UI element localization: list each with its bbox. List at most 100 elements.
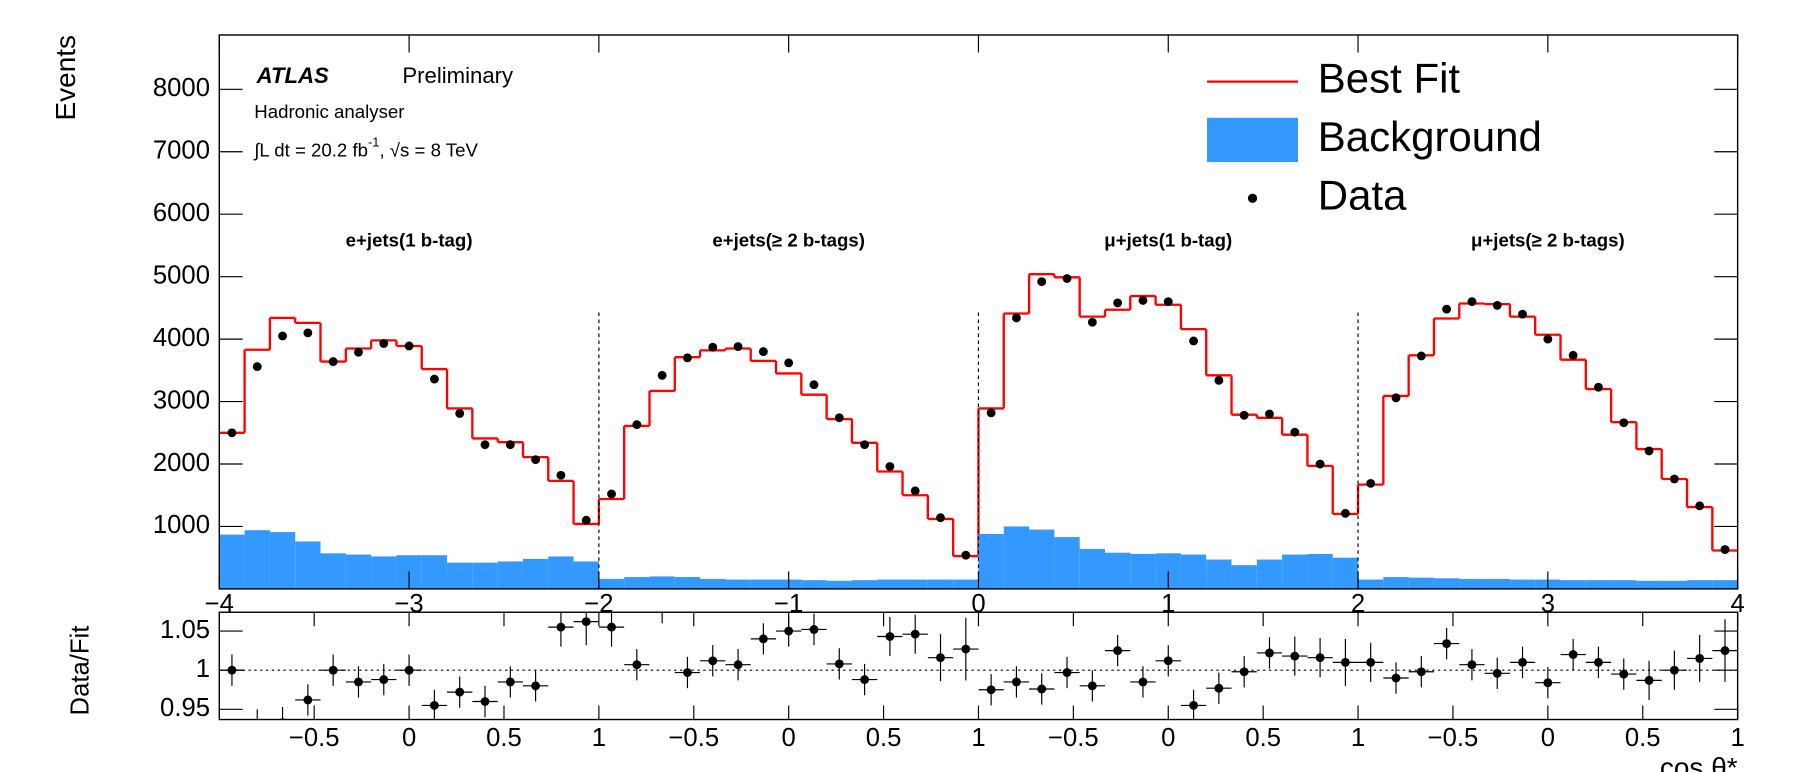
ratio-point: [581, 617, 591, 627]
ratio-point: [455, 687, 465, 697]
ratio-point: [784, 626, 794, 636]
data-point: [1644, 446, 1654, 456]
background-bar: [1636, 580, 1662, 589]
data-point: [1138, 295, 1148, 305]
data-point: [556, 470, 566, 480]
background-bar: [1180, 554, 1207, 589]
background-bar: [978, 533, 1004, 589]
ratio-point: [936, 653, 945, 663]
ratio-point: [1265, 648, 1274, 658]
background-bar: [421, 555, 448, 589]
data-point: [252, 362, 262, 372]
ratio-point: [1290, 651, 1300, 661]
channel-label: μ+jets(1 b-tag): [1104, 229, 1232, 250]
legend-label: Data: [1318, 171, 1407, 218]
data-point: [1467, 297, 1477, 307]
ratio-point: [1366, 657, 1376, 667]
ratio-y-axis-title: Data/Fit: [66, 626, 94, 716]
data-point: [961, 550, 971, 560]
y-tick-label: 5000: [153, 261, 210, 289]
ratio-point: [1594, 657, 1603, 667]
data-point: [227, 428, 237, 438]
ratio-point: [379, 675, 389, 685]
ratio-point: [429, 700, 439, 710]
background-bar: [1206, 559, 1232, 589]
ratio-x-tick-label: 1: [1731, 724, 1745, 752]
ratio-point: [1315, 653, 1325, 663]
ratio-point: [708, 656, 718, 666]
channel-label: e+jets(1 b-tag): [346, 229, 473, 250]
data-point: [1011, 313, 1021, 323]
data-point: [708, 342, 718, 352]
ratio-point: [1239, 667, 1249, 677]
background-bar: [1003, 526, 1030, 589]
ratio-panel: 0.95 1 1.05 −0.5 0 0.5 1 −0.5 0 0.5 1 −0.5 0 0.5 1 −0.5…: [160, 611, 1745, 752]
background-bar: [371, 556, 397, 589]
ratio-x-tick-label: −0.5: [668, 724, 719, 752]
ratio-x-tick-label: 1: [592, 724, 606, 752]
ratio-point: [986, 685, 996, 695]
data-point: [1239, 410, 1249, 420]
ratio-point: [1416, 667, 1426, 677]
background-bar: [1054, 537, 1080, 589]
ratio-x-tick-label: 0: [1161, 724, 1175, 752]
ratio-point: [1492, 668, 1502, 678]
background-bar: [1484, 578, 1510, 589]
data-point: [1669, 474, 1679, 484]
ratio-point: [480, 697, 490, 706]
background-bar: [1611, 580, 1637, 589]
data-point: [303, 328, 313, 338]
background-bar: [1105, 552, 1131, 589]
background-bar: [1560, 580, 1586, 589]
x-tick-label: 3: [1541, 590, 1555, 618]
data-point: [733, 342, 743, 352]
main-panel: e+jets(1 b-tag) e+jets(≥ 2 b-tags) μ+jets(…: [153, 34, 1745, 618]
data-point: [1492, 300, 1502, 310]
background-bar: [1231, 565, 1257, 589]
data-point: [1366, 478, 1376, 488]
background-bar: [269, 532, 296, 589]
data-point: [1695, 501, 1705, 511]
background-bar: [1029, 529, 1055, 589]
y-tick-label: 3000: [153, 386, 210, 414]
background-bar: [953, 579, 979, 589]
ratio-point: [531, 681, 541, 691]
data-point: [1518, 309, 1527, 319]
ratio-x-tick-label: −0.5: [289, 724, 340, 752]
channel-label: e+jets(≥ 2 b-tags): [712, 229, 865, 250]
y-axis-title: Events: [50, 35, 81, 121]
x-tick-label: 4: [1731, 590, 1745, 618]
y-tick-label: 8000: [153, 74, 210, 102]
data-point: [784, 358, 794, 368]
data-point: [429, 374, 439, 384]
ratio-x-tick-label: 1: [1351, 724, 1365, 752]
background-bar: [1358, 579, 1384, 589]
background-bar: [598, 578, 625, 589]
x-tick-label: 2: [1351, 590, 1365, 618]
background-bar: [801, 580, 827, 589]
data-point: [1442, 304, 1452, 314]
ratio-y-tick-label: 1.05: [160, 616, 210, 644]
background-bar: [877, 579, 903, 589]
data-point: [505, 440, 515, 450]
background-bar: [548, 556, 574, 589]
background-bar: [826, 580, 852, 589]
background-bar: [219, 534, 245, 589]
ratio-point: [1340, 657, 1350, 667]
ratio-point: [404, 665, 414, 675]
ratio-point: [809, 625, 819, 634]
data-point: [986, 408, 996, 418]
ratio-point: [505, 677, 515, 687]
data-point: [758, 347, 768, 357]
background-bar: [1509, 579, 1536, 589]
data-point: [1290, 427, 1300, 437]
ratio-x-tick-label: 0.5: [1245, 724, 1281, 752]
ratio-point: [303, 695, 313, 705]
background-bar: [851, 580, 878, 589]
data-point: [1619, 418, 1629, 428]
background-bar: [320, 553, 346, 589]
data-point: [1037, 277, 1047, 287]
ratio-x-tick-label: 0.5: [1625, 724, 1661, 752]
